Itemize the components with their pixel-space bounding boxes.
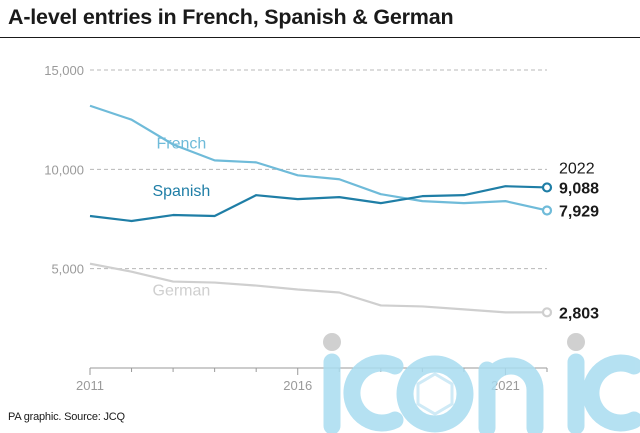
series-name-french: French <box>157 135 207 152</box>
end-point-german <box>541 307 553 318</box>
end-point-french <box>541 205 553 216</box>
series-line-spanish <box>89 185 548 223</box>
series-name-german: German <box>153 282 211 299</box>
y-tick-label: 10,000 <box>44 162 84 177</box>
end-value-spanish: 9,088 <box>559 180 599 197</box>
y-tick-label: 15,000 <box>44 63 84 78</box>
chart-title: A-level entries in French, Spanish & Ger… <box>8 5 454 29</box>
y-tick-label: 5,000 <box>51 262 84 277</box>
series-labels: French Spanish German 7,929 9,088 2,803 2022 <box>152 135 599 322</box>
x-tick-label: 2021 <box>491 378 520 393</box>
end-value-french: 7,929 <box>559 203 599 220</box>
end-point-spanish <box>541 182 553 193</box>
series-line-german <box>89 262 548 314</box>
series-lines <box>89 104 553 318</box>
gridlines: 5,000 10,000 15,000 <box>44 63 547 277</box>
title-divider <box>0 37 640 38</box>
x-tick-label: 2016 <box>283 378 312 393</box>
x-tick-label: 2011 <box>76 378 104 393</box>
end-value-german: 2,803 <box>559 305 599 322</box>
series-name-spanish: Spanish <box>152 183 210 200</box>
end-year-label: 2022 <box>559 160 595 177</box>
source-note: PA graphic. Source: JCQ <box>8 411 125 423</box>
x-axis: 2011 2016 2021 <box>76 367 548 393</box>
series-line-french <box>89 104 548 212</box>
